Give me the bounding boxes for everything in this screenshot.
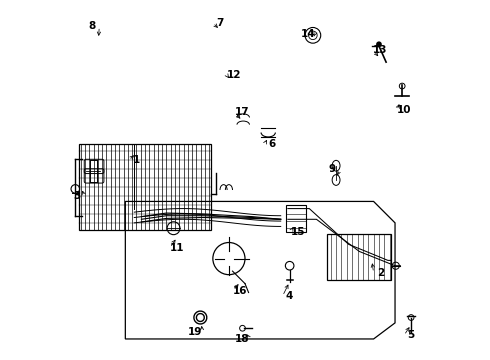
Text: 11: 11 — [170, 243, 184, 253]
Text: 5: 5 — [408, 330, 415, 341]
Circle shape — [376, 41, 382, 47]
Bar — [327, 234, 392, 280]
Text: 2: 2 — [377, 268, 384, 278]
Text: 10: 10 — [397, 105, 411, 115]
Text: 7: 7 — [216, 18, 223, 28]
Text: 18: 18 — [235, 334, 250, 344]
Text: 1: 1 — [132, 156, 140, 165]
Text: 12: 12 — [226, 69, 241, 80]
Text: 15: 15 — [291, 227, 305, 237]
Text: 13: 13 — [373, 45, 387, 55]
Text: 3: 3 — [74, 191, 81, 201]
Text: 6: 6 — [268, 139, 275, 149]
Text: 8: 8 — [89, 21, 96, 31]
Text: 19: 19 — [188, 327, 202, 337]
Text: 14: 14 — [300, 28, 315, 39]
Text: 4: 4 — [286, 291, 294, 301]
Text: 16: 16 — [233, 286, 247, 296]
Bar — [286, 205, 306, 232]
Text: 9: 9 — [329, 164, 336, 174]
Text: 17: 17 — [235, 107, 249, 117]
Bar — [79, 144, 211, 230]
